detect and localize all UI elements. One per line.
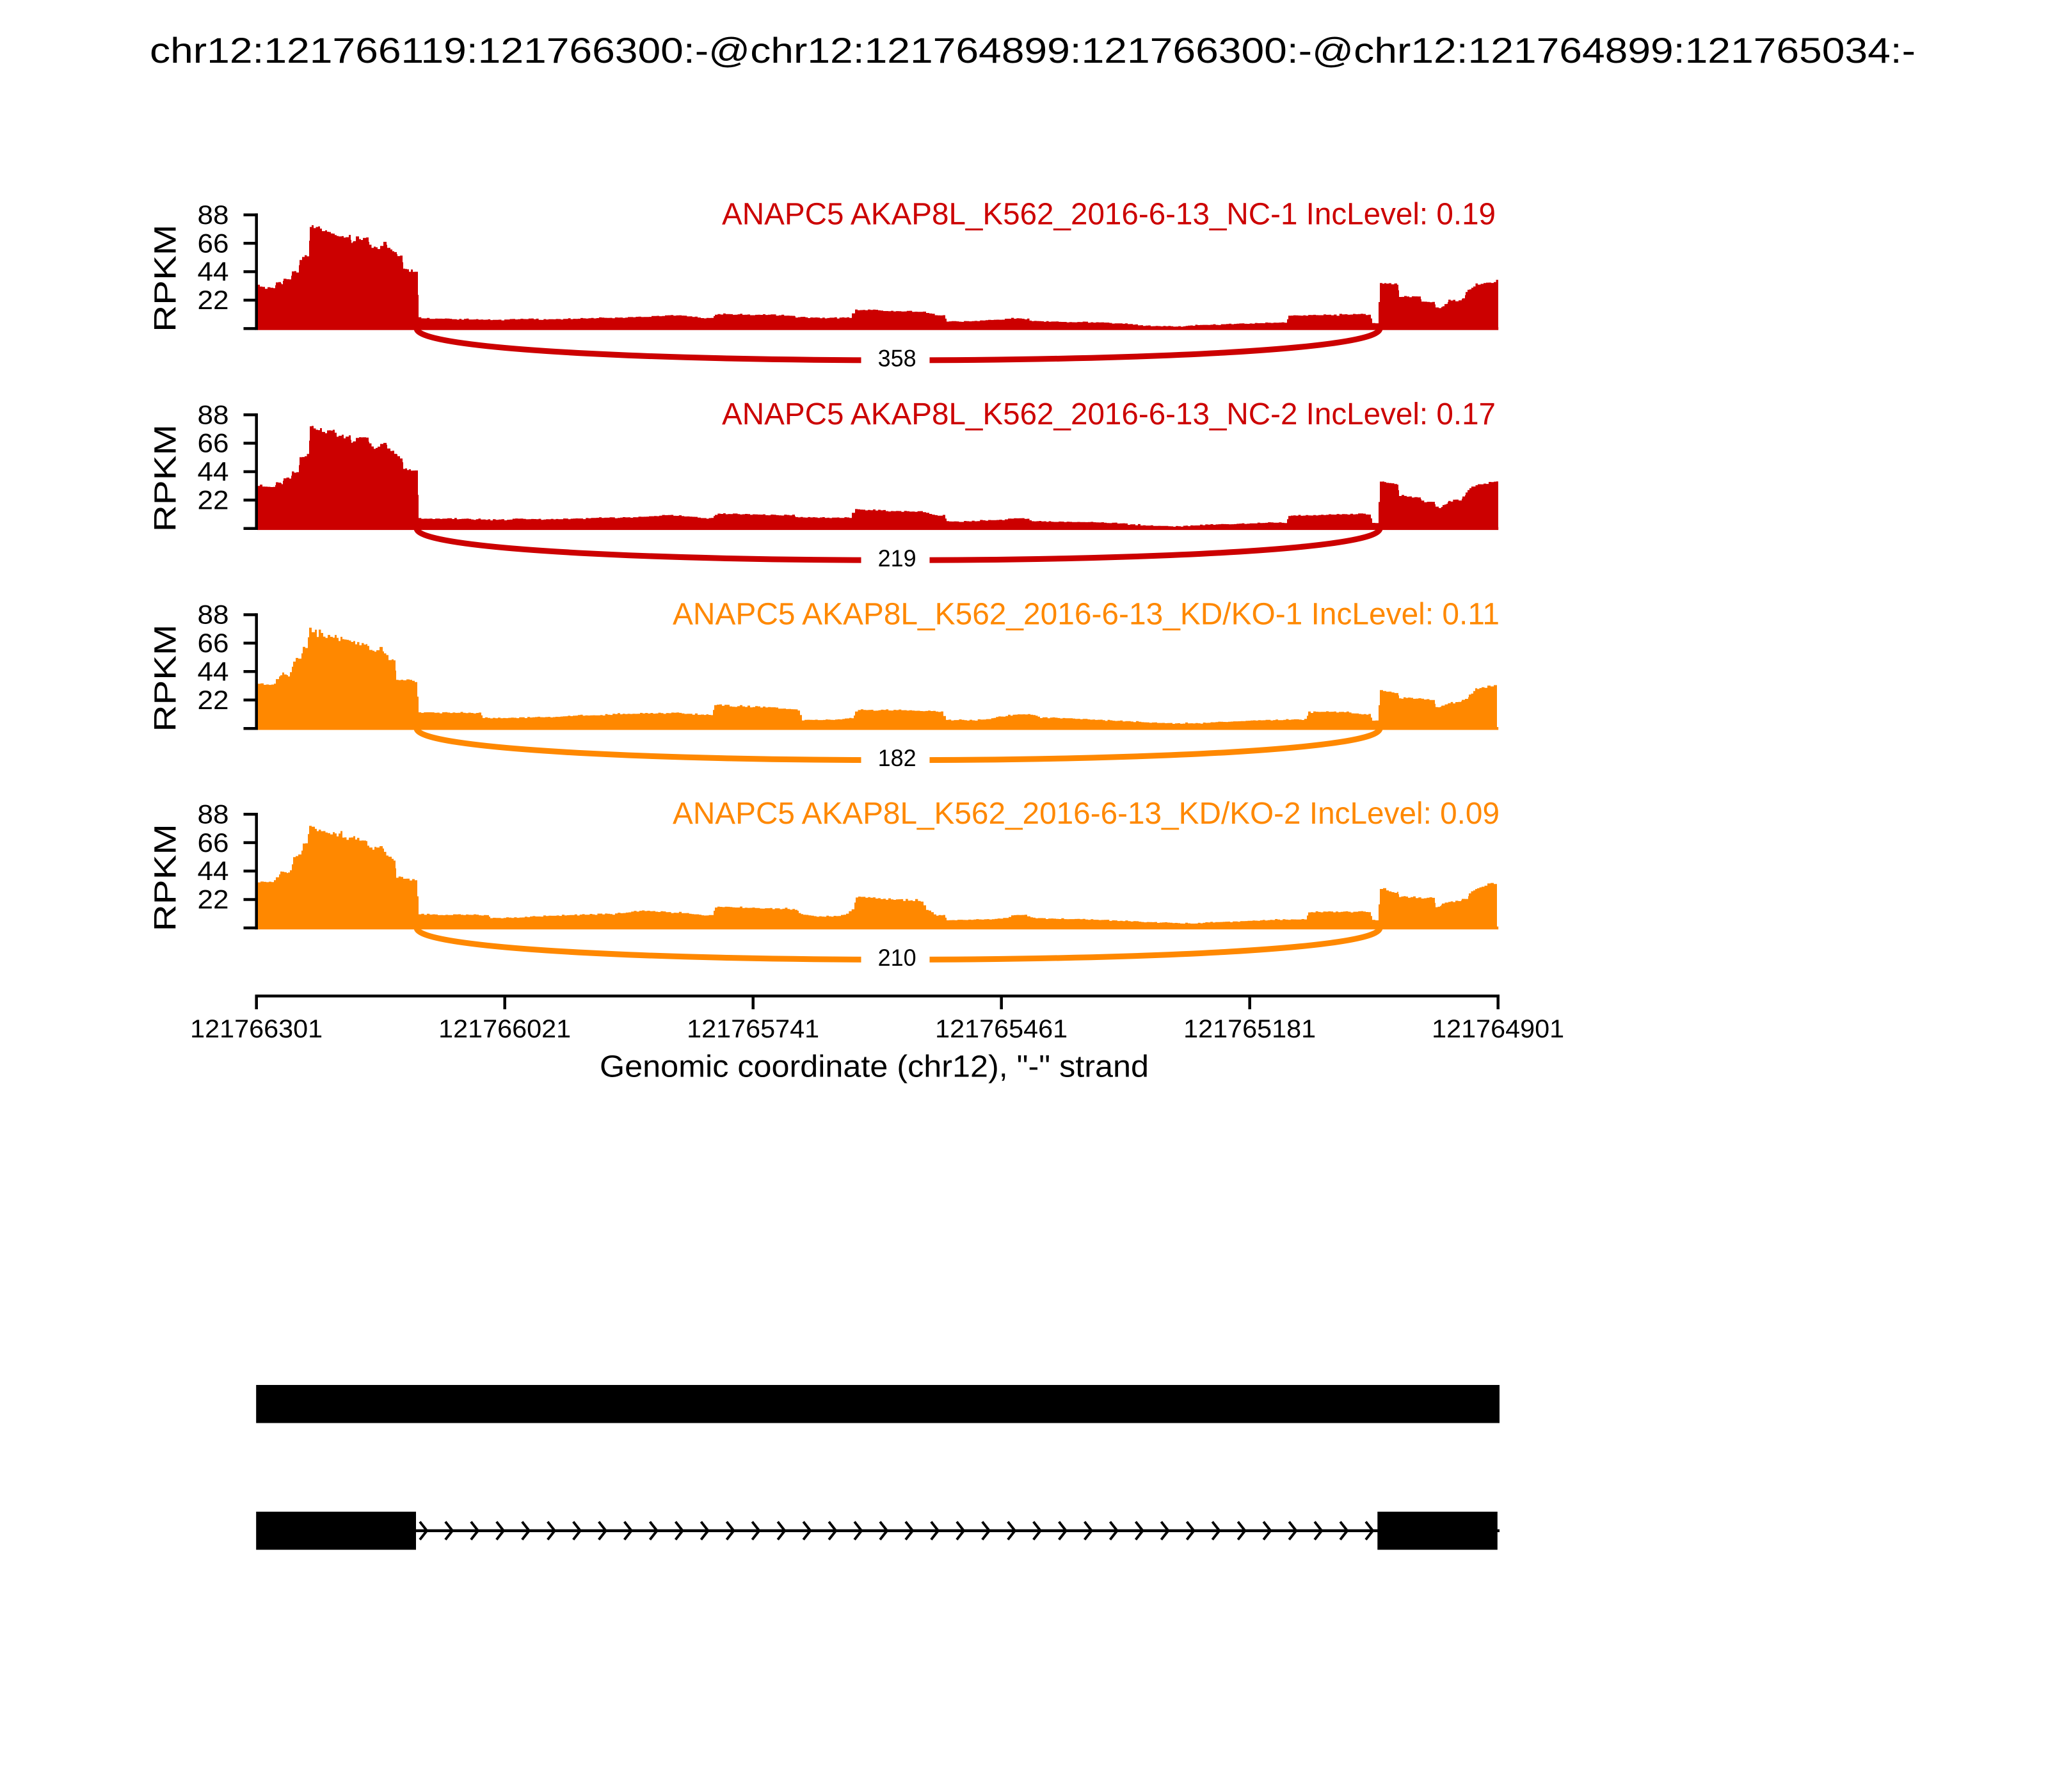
svg-text:22: 22 (198, 285, 229, 315)
svg-text:RPKM: RPKM (149, 424, 183, 532)
svg-text:Genomic coordinate (chr12), "-: Genomic coordinate (chr12), "-" strand (600, 1050, 1149, 1084)
svg-text:66: 66 (198, 628, 229, 658)
svg-text:66: 66 (198, 228, 229, 258)
svg-text:44: 44 (198, 257, 229, 287)
svg-text:ANAPC5 AKAP8L_K562_2016-6-13_K: ANAPC5 AKAP8L_K562_2016-6-13_KD/KO-1 Inc… (673, 598, 1500, 632)
svg-text:RPKM: RPKM (149, 225, 183, 332)
svg-text:ANAPC5 AKAP8L_K562_2016-6-13_N: ANAPC5 AKAP8L_K562_2016-6-13_NC-1 IncLev… (722, 198, 1496, 232)
svg-text:210: 210 (878, 945, 916, 971)
svg-text:358: 358 (878, 345, 916, 371)
svg-text:121766301: 121766301 (190, 1015, 323, 1043)
svg-text:219: 219 (878, 545, 916, 572)
svg-text:88: 88 (198, 600, 229, 630)
svg-text:121764901: 121764901 (1432, 1015, 1564, 1043)
svg-text:182: 182 (878, 745, 916, 771)
svg-text:44: 44 (198, 456, 229, 486)
svg-text:121766021: 121766021 (438, 1015, 571, 1043)
svg-text:66: 66 (198, 828, 229, 858)
svg-text:121765181: 121765181 (1183, 1015, 1316, 1043)
svg-text:22: 22 (198, 485, 229, 515)
svg-text:RPKM: RPKM (149, 625, 183, 732)
svg-text:ANAPC5 AKAP8L_K562_2016-6-13_N: ANAPC5 AKAP8L_K562_2016-6-13_NC-2 IncLev… (722, 397, 1496, 431)
svg-text:88: 88 (198, 399, 229, 429)
svg-text:121765741: 121765741 (687, 1015, 819, 1043)
svg-text:66: 66 (198, 428, 229, 458)
svg-text:chr12:121766119:121766300:-@ch: chr12:121766119:121766300:-@chr12:121764… (150, 30, 1916, 70)
svg-text:44: 44 (198, 856, 229, 886)
svg-text:RPKM: RPKM (149, 824, 183, 931)
svg-text:88: 88 (198, 200, 229, 230)
svg-text:44: 44 (198, 657, 229, 687)
svg-text:22: 22 (198, 685, 229, 715)
svg-text:88: 88 (198, 799, 229, 829)
svg-text:121765461: 121765461 (935, 1015, 1068, 1043)
svg-text:22: 22 (198, 884, 229, 915)
svg-text:ANAPC5 AKAP8L_K562_2016-6-13_K: ANAPC5 AKAP8L_K562_2016-6-13_KD/KO-2 Inc… (673, 797, 1500, 831)
